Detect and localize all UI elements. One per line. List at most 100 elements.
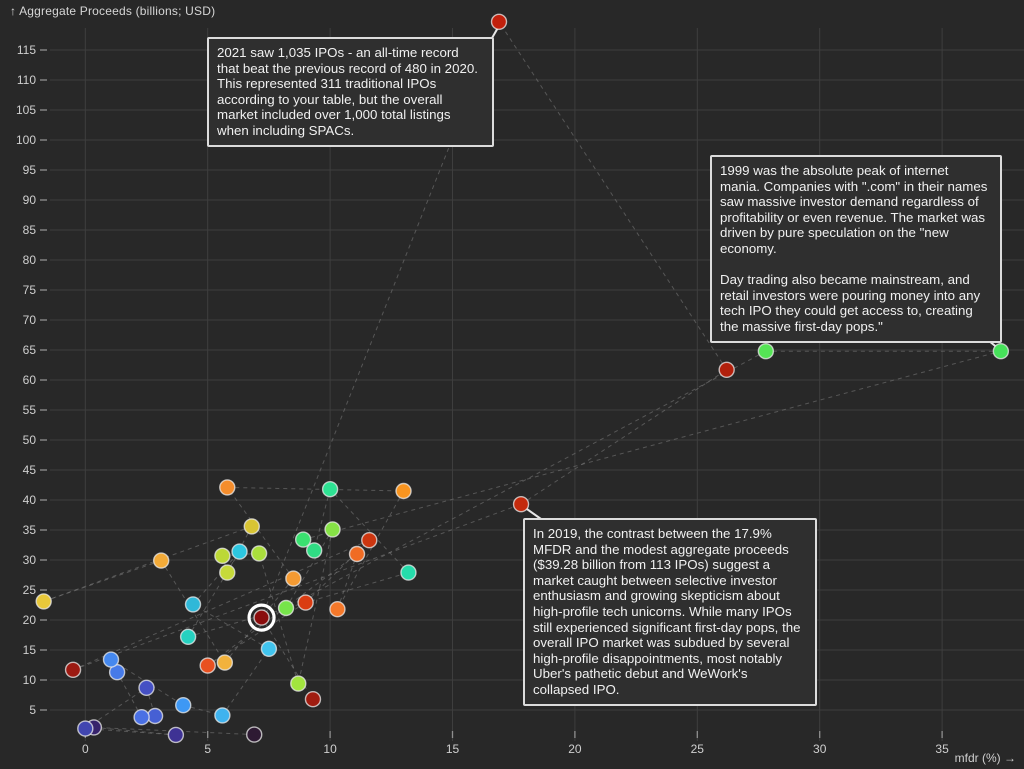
data-point bbox=[329, 601, 346, 618]
y-tick-label: 55 bbox=[23, 403, 37, 417]
connector-line bbox=[285, 350, 767, 609]
data-point bbox=[395, 482, 412, 500]
data-point bbox=[35, 593, 52, 610]
data-point bbox=[992, 343, 1010, 360]
annotation-2021-text: 2021 saw 1,035 IPOs - an all-time record… bbox=[217, 45, 478, 138]
data-point bbox=[305, 542, 323, 559]
x-tick-label: 35 bbox=[935, 742, 949, 756]
connector-line bbox=[520, 369, 727, 505]
annotation-1999-text-1: 1999 was the absolute peak of internet m… bbox=[720, 163, 988, 256]
data-point bbox=[184, 596, 202, 613]
data-point bbox=[243, 518, 260, 535]
y-tick-label: 35 bbox=[23, 523, 37, 537]
y-tick-label: 25 bbox=[23, 583, 37, 597]
data-point bbox=[214, 707, 231, 724]
data-point bbox=[400, 564, 417, 581]
y-tick-label: 115 bbox=[17, 43, 36, 57]
connector-line bbox=[93, 726, 176, 736]
data-point bbox=[490, 13, 508, 30]
data-point bbox=[77, 720, 94, 737]
y-tick-label: 10 bbox=[23, 673, 37, 687]
annotation-2019-text: In 2019, the contrast between the 17.9% … bbox=[533, 526, 801, 697]
connector-line bbox=[43, 560, 162, 602]
y-tick-label: 30 bbox=[23, 553, 37, 567]
data-point bbox=[718, 361, 735, 378]
connector-line bbox=[329, 488, 409, 573]
y-tick-label: 100 bbox=[16, 133, 36, 147]
connector-line bbox=[207, 553, 358, 667]
data-point bbox=[133, 709, 150, 726]
connector-line bbox=[72, 539, 370, 671]
y-tick-label: 20 bbox=[23, 613, 37, 627]
y-tick-label: 70 bbox=[23, 313, 37, 327]
highlighted-data-point bbox=[253, 609, 270, 626]
y-tick-label: 60 bbox=[23, 373, 37, 387]
data-point bbox=[321, 481, 339, 498]
data-point bbox=[297, 594, 314, 611]
data-point bbox=[324, 521, 341, 538]
connector-line bbox=[116, 671, 143, 718]
connector-line bbox=[297, 529, 334, 684]
x-tick-label: 5 bbox=[204, 742, 211, 756]
connector-line bbox=[313, 489, 331, 551]
data-point bbox=[175, 697, 192, 714]
data-point bbox=[219, 479, 236, 496]
data-point bbox=[167, 726, 185, 744]
data-point bbox=[260, 640, 278, 657]
y-tick-label: 95 bbox=[23, 163, 37, 177]
connector-line bbox=[192, 551, 240, 605]
data-point bbox=[512, 496, 530, 513]
data-point bbox=[250, 545, 268, 562]
y-tick-label: 85 bbox=[23, 223, 37, 237]
y-tick-label: 15 bbox=[23, 643, 37, 657]
annotation-2021: 2021 saw 1,035 IPOs - an all-time record… bbox=[207, 37, 494, 147]
data-point bbox=[152, 552, 170, 569]
connector-line bbox=[43, 525, 252, 602]
y-tick-label: 80 bbox=[23, 253, 37, 267]
x-tick-label: 15 bbox=[446, 742, 460, 756]
data-point bbox=[304, 691, 322, 708]
x-tick-label: 10 bbox=[323, 742, 337, 756]
data-point bbox=[146, 707, 164, 725]
data-point bbox=[348, 545, 366, 563]
connector-line bbox=[227, 486, 404, 492]
y-tick-label: 50 bbox=[23, 433, 37, 447]
data-point bbox=[216, 654, 234, 671]
data-point bbox=[757, 343, 775, 360]
connector-line bbox=[498, 21, 728, 371]
x-axis-title: mfdr (%) → bbox=[954, 751, 1016, 765]
annotation-2019: In 2019, the contrast between the 17.9% … bbox=[523, 518, 817, 706]
connector-line bbox=[303, 350, 1001, 541]
connector-line bbox=[336, 553, 358, 610]
connector-line bbox=[258, 553, 299, 684]
y-tick-label: 110 bbox=[17, 73, 36, 87]
x-tick-label: 0 bbox=[82, 742, 89, 756]
connector-line bbox=[224, 578, 294, 663]
data-point bbox=[294, 531, 312, 548]
data-point bbox=[219, 564, 236, 581]
y-tick-label: 90 bbox=[23, 193, 37, 207]
y-tick-label: 40 bbox=[23, 493, 37, 507]
y-tick-label: 45 bbox=[23, 463, 37, 477]
data-point bbox=[102, 651, 120, 668]
x-tick-label: 30 bbox=[813, 742, 827, 756]
data-point bbox=[214, 547, 231, 564]
data-point bbox=[285, 570, 302, 587]
annotation-1999: 1999 was the absolute peak of internet m… bbox=[710, 155, 1002, 343]
y-tick-label: 75 bbox=[23, 283, 37, 297]
x-tick-label: 20 bbox=[568, 742, 582, 756]
data-point bbox=[290, 675, 307, 692]
data-point bbox=[179, 628, 197, 645]
y-axis-title: ↑ Aggregate Proceeds (billions; USD) bbox=[10, 4, 216, 18]
connector-line bbox=[226, 487, 294, 579]
x-tick-label: 25 bbox=[691, 742, 705, 756]
y-tick-label: 105 bbox=[16, 103, 36, 117]
y-tick-label: 65 bbox=[23, 343, 37, 357]
annotation-1999-text-2: Day trading also became mainstream, and … bbox=[720, 272, 981, 334]
connector-line bbox=[221, 648, 270, 716]
y-tick-label: 5 bbox=[29, 703, 36, 717]
data-point bbox=[64, 661, 82, 678]
data-point bbox=[199, 657, 216, 674]
